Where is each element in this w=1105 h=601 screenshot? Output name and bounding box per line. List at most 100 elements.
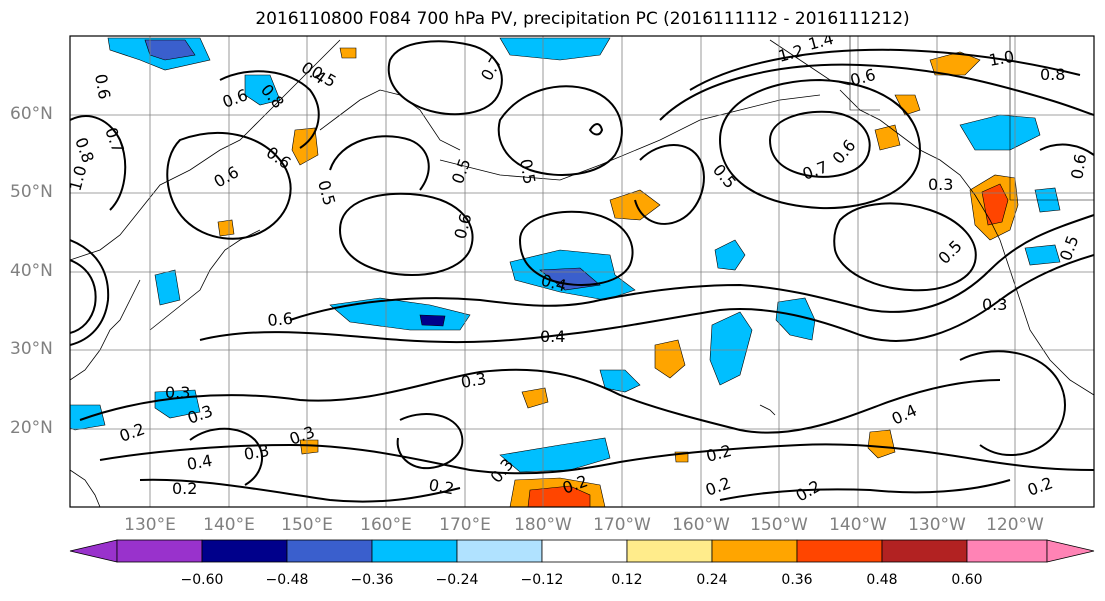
lon-label: 160°W [672, 515, 730, 535]
contour-label: 0.5 [314, 178, 339, 208]
contour-label: 0.6 [848, 65, 878, 90]
neg-area [329, 297, 471, 331]
contour-label: 0.4 [185, 451, 213, 474]
colorbar-tick: 0.12 [611, 572, 643, 588]
pos-area [299, 439, 319, 455]
contour-line [396, 413, 464, 470]
neg-area-core [144, 39, 196, 61]
colorbar-segment [966, 539, 1048, 563]
lon-label: 140°W [829, 515, 887, 535]
lon-label: 130°W [908, 515, 966, 535]
asia-coast [70, 469, 101, 507]
pos-area [521, 387, 549, 409]
neg-area [775, 297, 816, 341]
alaska-coast [839, 89, 976, 196]
contour-label: 0.3 [165, 383, 190, 402]
lon-label: 130°E [124, 515, 176, 535]
lon-label: 160°E [360, 515, 412, 535]
colorbar-segment [286, 539, 373, 563]
political-border [849, 36, 880, 111]
contour-line [833, 202, 977, 292]
contour-label: 0.3 [242, 441, 270, 464]
contour-label: 0.6 [267, 309, 294, 330]
pos-area [609, 189, 661, 221]
pos-area-core [527, 485, 591, 507]
lon-label: 140°E [203, 515, 255, 535]
contour-label: 0.2 [704, 441, 734, 466]
contour-line [518, 210, 634, 286]
contour-label: 0.2 [793, 476, 825, 505]
contour-line [634, 144, 705, 225]
colorbar-segment [541, 539, 628, 563]
colorbar-tick: −0.24 [435, 572, 479, 588]
neg-area-core [419, 314, 446, 327]
asia-coast [70, 279, 141, 381]
lon-label: 120°W [986, 515, 1044, 535]
colorbar-tick: −0.48 [265, 572, 309, 588]
colorbar-extend-high [1046, 539, 1095, 563]
contour-label: 0.3 [459, 369, 487, 392]
contour-line [329, 135, 430, 191]
japan-coast [149, 229, 261, 331]
lon-label: 170°E [439, 515, 491, 535]
map-area: 1.2 1.4 1.0 0.8 0.6 0.5 0.4 0.6 0.7 0.5 … [66, 29, 1094, 507]
colorbar-tick: −0.36 [350, 572, 394, 588]
colorbar-segment [881, 539, 968, 563]
contour-label: 0.5 [516, 157, 539, 185]
hawaii [759, 404, 776, 416]
coastlines [70, 36, 1094, 507]
lat-label: 20°N [10, 418, 53, 438]
contour-label: 1.0 [987, 47, 1015, 70]
contour-label: 0.8 [71, 135, 98, 165]
contour-label: 0.2 [172, 479, 197, 498]
contour-line [70, 259, 97, 334]
kamchatka-coast [319, 89, 461, 151]
contour-line [166, 132, 292, 240]
contour-label: 0.2 [427, 475, 455, 498]
lat-label: 40°N [10, 261, 53, 281]
contour-line [689, 48, 1081, 91]
contour-label: 0.3 [928, 175, 953, 194]
map-frame [69, 35, 1095, 508]
neg-area [499, 437, 611, 473]
colorbar-segment [201, 539, 288, 563]
contour-line [719, 479, 1011, 501]
lon-label: 150°E [281, 515, 333, 535]
neg-area [499, 37, 611, 61]
contour-line [659, 63, 1094, 121]
contour-line [189, 427, 264, 486]
colorbar-segment [371, 539, 458, 563]
contour-line [1039, 143, 1094, 156]
contour-line [289, 214, 1094, 321]
contour-label: 1.0 [66, 164, 91, 194]
colorbar [69, 539, 1095, 563]
aleutians [439, 94, 821, 181]
contour-label: 0.2 [703, 473, 733, 500]
contour-label: 0.3 [982, 295, 1007, 314]
na-coast [974, 194, 1094, 396]
pos-area [654, 339, 686, 379]
contour-label: 0.7 [800, 157, 830, 184]
contour-label: 1.4 [806, 29, 836, 54]
pos-area [217, 219, 235, 237]
pos-area-core [981, 183, 1009, 226]
colorbar-tick: 0.48 [866, 572, 898, 588]
lon-label: 170°W [593, 515, 651, 535]
contour-line [338, 192, 474, 277]
pv-contours [70, 40, 1094, 503]
colorbar-tick: 0.24 [696, 572, 728, 588]
contour-line [199, 254, 1094, 344]
colorbar-segment [711, 539, 798, 563]
colorbar-tick: 0.36 [781, 572, 813, 588]
neg-area [244, 74, 281, 106]
contour-label: 0.5 [934, 236, 965, 267]
colorbar-segment [626, 539, 713, 563]
contour-line [959, 350, 1066, 456]
colorbar-segment [116, 539, 203, 563]
lat-label: 60°N [10, 104, 53, 124]
neg-area [709, 311, 753, 386]
lat-label: 50°N [10, 182, 53, 202]
contour-line [79, 368, 1001, 434]
colorbar-tick: 0.60 [951, 572, 983, 588]
